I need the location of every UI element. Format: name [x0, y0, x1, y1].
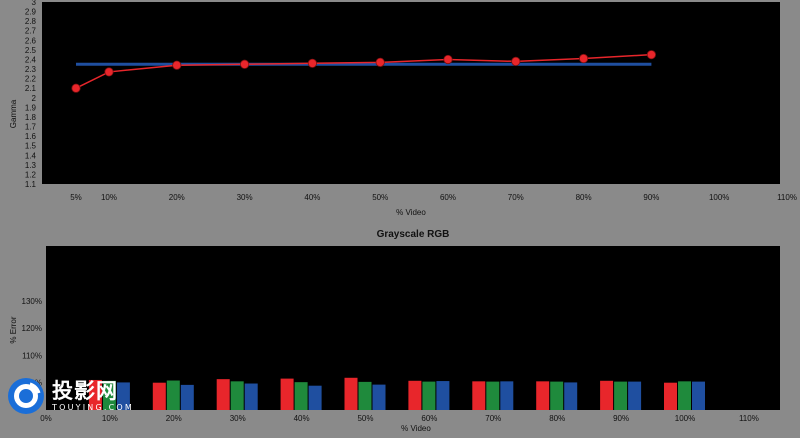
gamma-plot-area [42, 2, 780, 184]
grayscale-x-tick-label: 40% [294, 414, 310, 423]
gamma-y-tick-label: 2.7 [25, 27, 37, 36]
grayscale-y-tick-label: 130% [22, 297, 42, 306]
grayscale-y-tick-label: 110% [22, 351, 42, 360]
gamma-x-tick-label: 90% [643, 193, 659, 202]
gamma-y-tick-label: 2 [32, 94, 37, 103]
projector-logo-icon [8, 378, 44, 414]
grayscale-bar [614, 381, 628, 410]
grayscale-bar [692, 381, 705, 410]
grayscale-x-tick-label: 90% [613, 414, 629, 423]
gamma-x-tick-label: 60% [440, 193, 456, 202]
grayscale-bar [500, 381, 514, 410]
gamma-data-point [307, 58, 317, 68]
gamma-y-tick-label: 2.8 [25, 17, 37, 26]
gamma-x-tick-label: 70% [508, 193, 524, 202]
grayscale-bar [280, 378, 294, 410]
gamma-y-tick-label: 2.2 [25, 75, 37, 84]
grayscale-bar [472, 381, 486, 410]
grayscale-bar [216, 379, 230, 410]
grayscale-bar [664, 382, 677, 410]
gamma-x-axis-title: % Video [396, 208, 426, 217]
gamma-y-tick-label: 1.4 [25, 151, 37, 160]
grayscale-bar [358, 381, 372, 410]
gamma-x-tick-label: 10% [101, 193, 117, 202]
grayscale-x-tick-label: 10% [102, 414, 118, 423]
gamma-y-axis-title: Gamma [9, 99, 18, 128]
grayscale-bar [230, 381, 244, 410]
grayscale-x-tick-label: 30% [230, 414, 246, 423]
gamma-y-tick-label: 2.9 [25, 8, 37, 17]
gamma-y-tick-label: 1.1 [25, 180, 37, 189]
site-watermark: 投影网 TOUYING.COM [6, 374, 166, 418]
grayscale-bar [344, 377, 358, 410]
grayscale-x-tick-label: 110% [739, 414, 759, 423]
gamma-measured-line [75, 53, 652, 89]
gamma-data-point [104, 67, 114, 77]
gamma-data-point [578, 53, 589, 64]
gamma-data-point [375, 57, 385, 67]
grayscale-bar [294, 382, 308, 410]
grayscale-bar [678, 381, 691, 410]
grayscale-bar [244, 383, 258, 410]
grayscale-x-tick-label: 20% [166, 414, 182, 423]
grayscale-bar [600, 380, 614, 410]
gamma-data-point [443, 54, 453, 65]
gamma-x-tick-label: 100% [709, 193, 729, 202]
watermark-name-en: TOUYING.COM [52, 403, 134, 412]
grayscale-bar [408, 380, 422, 410]
grayscale-x-tick-label: 100% [675, 414, 695, 423]
gamma-x-tick-label: 5% [70, 193, 82, 202]
gamma-y-tick-label: 1.8 [25, 113, 37, 122]
gamma-y-tick-label: 2.4 [25, 55, 37, 64]
grayscale-x-tick-label: 80% [549, 414, 565, 423]
grayscale-y-tick-label: 120% [22, 324, 42, 333]
gamma-y-tick-label: 2.3 [25, 65, 37, 74]
gamma-x-tick-label: 80% [576, 193, 592, 202]
gamma-y-tick-label: 1.6 [25, 132, 37, 141]
gamma-x-tick-label: 110% [777, 193, 797, 202]
grayscale-bar [88, 379, 102, 410]
grayscale-bar [536, 381, 550, 410]
grayscale-chart-title: Grayscale RGB [377, 229, 450, 240]
gamma-y-tick-label: 1.9 [25, 103, 37, 112]
gamma-y-tick-label: 1.7 [25, 123, 37, 132]
grayscale-bar [102, 380, 116, 410]
grayscale-bar [166, 380, 180, 410]
gamma-data-point [511, 56, 521, 66]
gamma-data-point [240, 59, 250, 69]
grayscale-x-tick-label: 70% [485, 414, 501, 423]
grayscale-bar [372, 384, 386, 410]
grayscale-x-tick-label: 0% [40, 414, 52, 423]
grayscale-bar [550, 381, 564, 410]
gamma-x-tick-label: 30% [237, 193, 253, 202]
gamma-y-tick-label: 1.3 [25, 161, 37, 170]
grayscale-bar [116, 382, 130, 410]
gamma-x-tick-label: 20% [169, 193, 185, 202]
grayscale-y-axis-title: % Error [9, 316, 18, 343]
grayscale-x-tick-label: 50% [357, 414, 373, 423]
gamma-data-point [172, 60, 182, 70]
gamma-y-tick-label: 1.2 [25, 170, 37, 179]
grayscale-bar [422, 381, 436, 410]
gamma-y-tick-label: 2.6 [25, 36, 37, 45]
grayscale-x-axis-title: % Video [401, 424, 431, 433]
grayscale-bar [180, 384, 194, 410]
gamma-y-tick-label: 2.5 [25, 46, 37, 55]
gamma-x-tick-label: 50% [372, 193, 388, 202]
grayscale-bar [486, 381, 500, 410]
gamma-data-point [71, 83, 81, 93]
grayscale-x-tick-label: 60% [421, 414, 437, 423]
grayscale-bar [564, 382, 578, 410]
gamma-y-tick-label: 3 [32, 0, 37, 7]
gamma-y-tick-label: 1.5 [25, 142, 37, 151]
gamma-x-tick-label: 40% [304, 193, 320, 202]
gamma-y-tick-label: 2.1 [25, 84, 37, 93]
grayscale-bar [308, 385, 322, 410]
grayscale-bar [152, 382, 166, 410]
watermark-name-cn: 投影网 [52, 379, 118, 403]
grayscale-bar [436, 381, 450, 410]
grayscale-bar [628, 381, 642, 410]
gamma-data-point [646, 50, 657, 60]
